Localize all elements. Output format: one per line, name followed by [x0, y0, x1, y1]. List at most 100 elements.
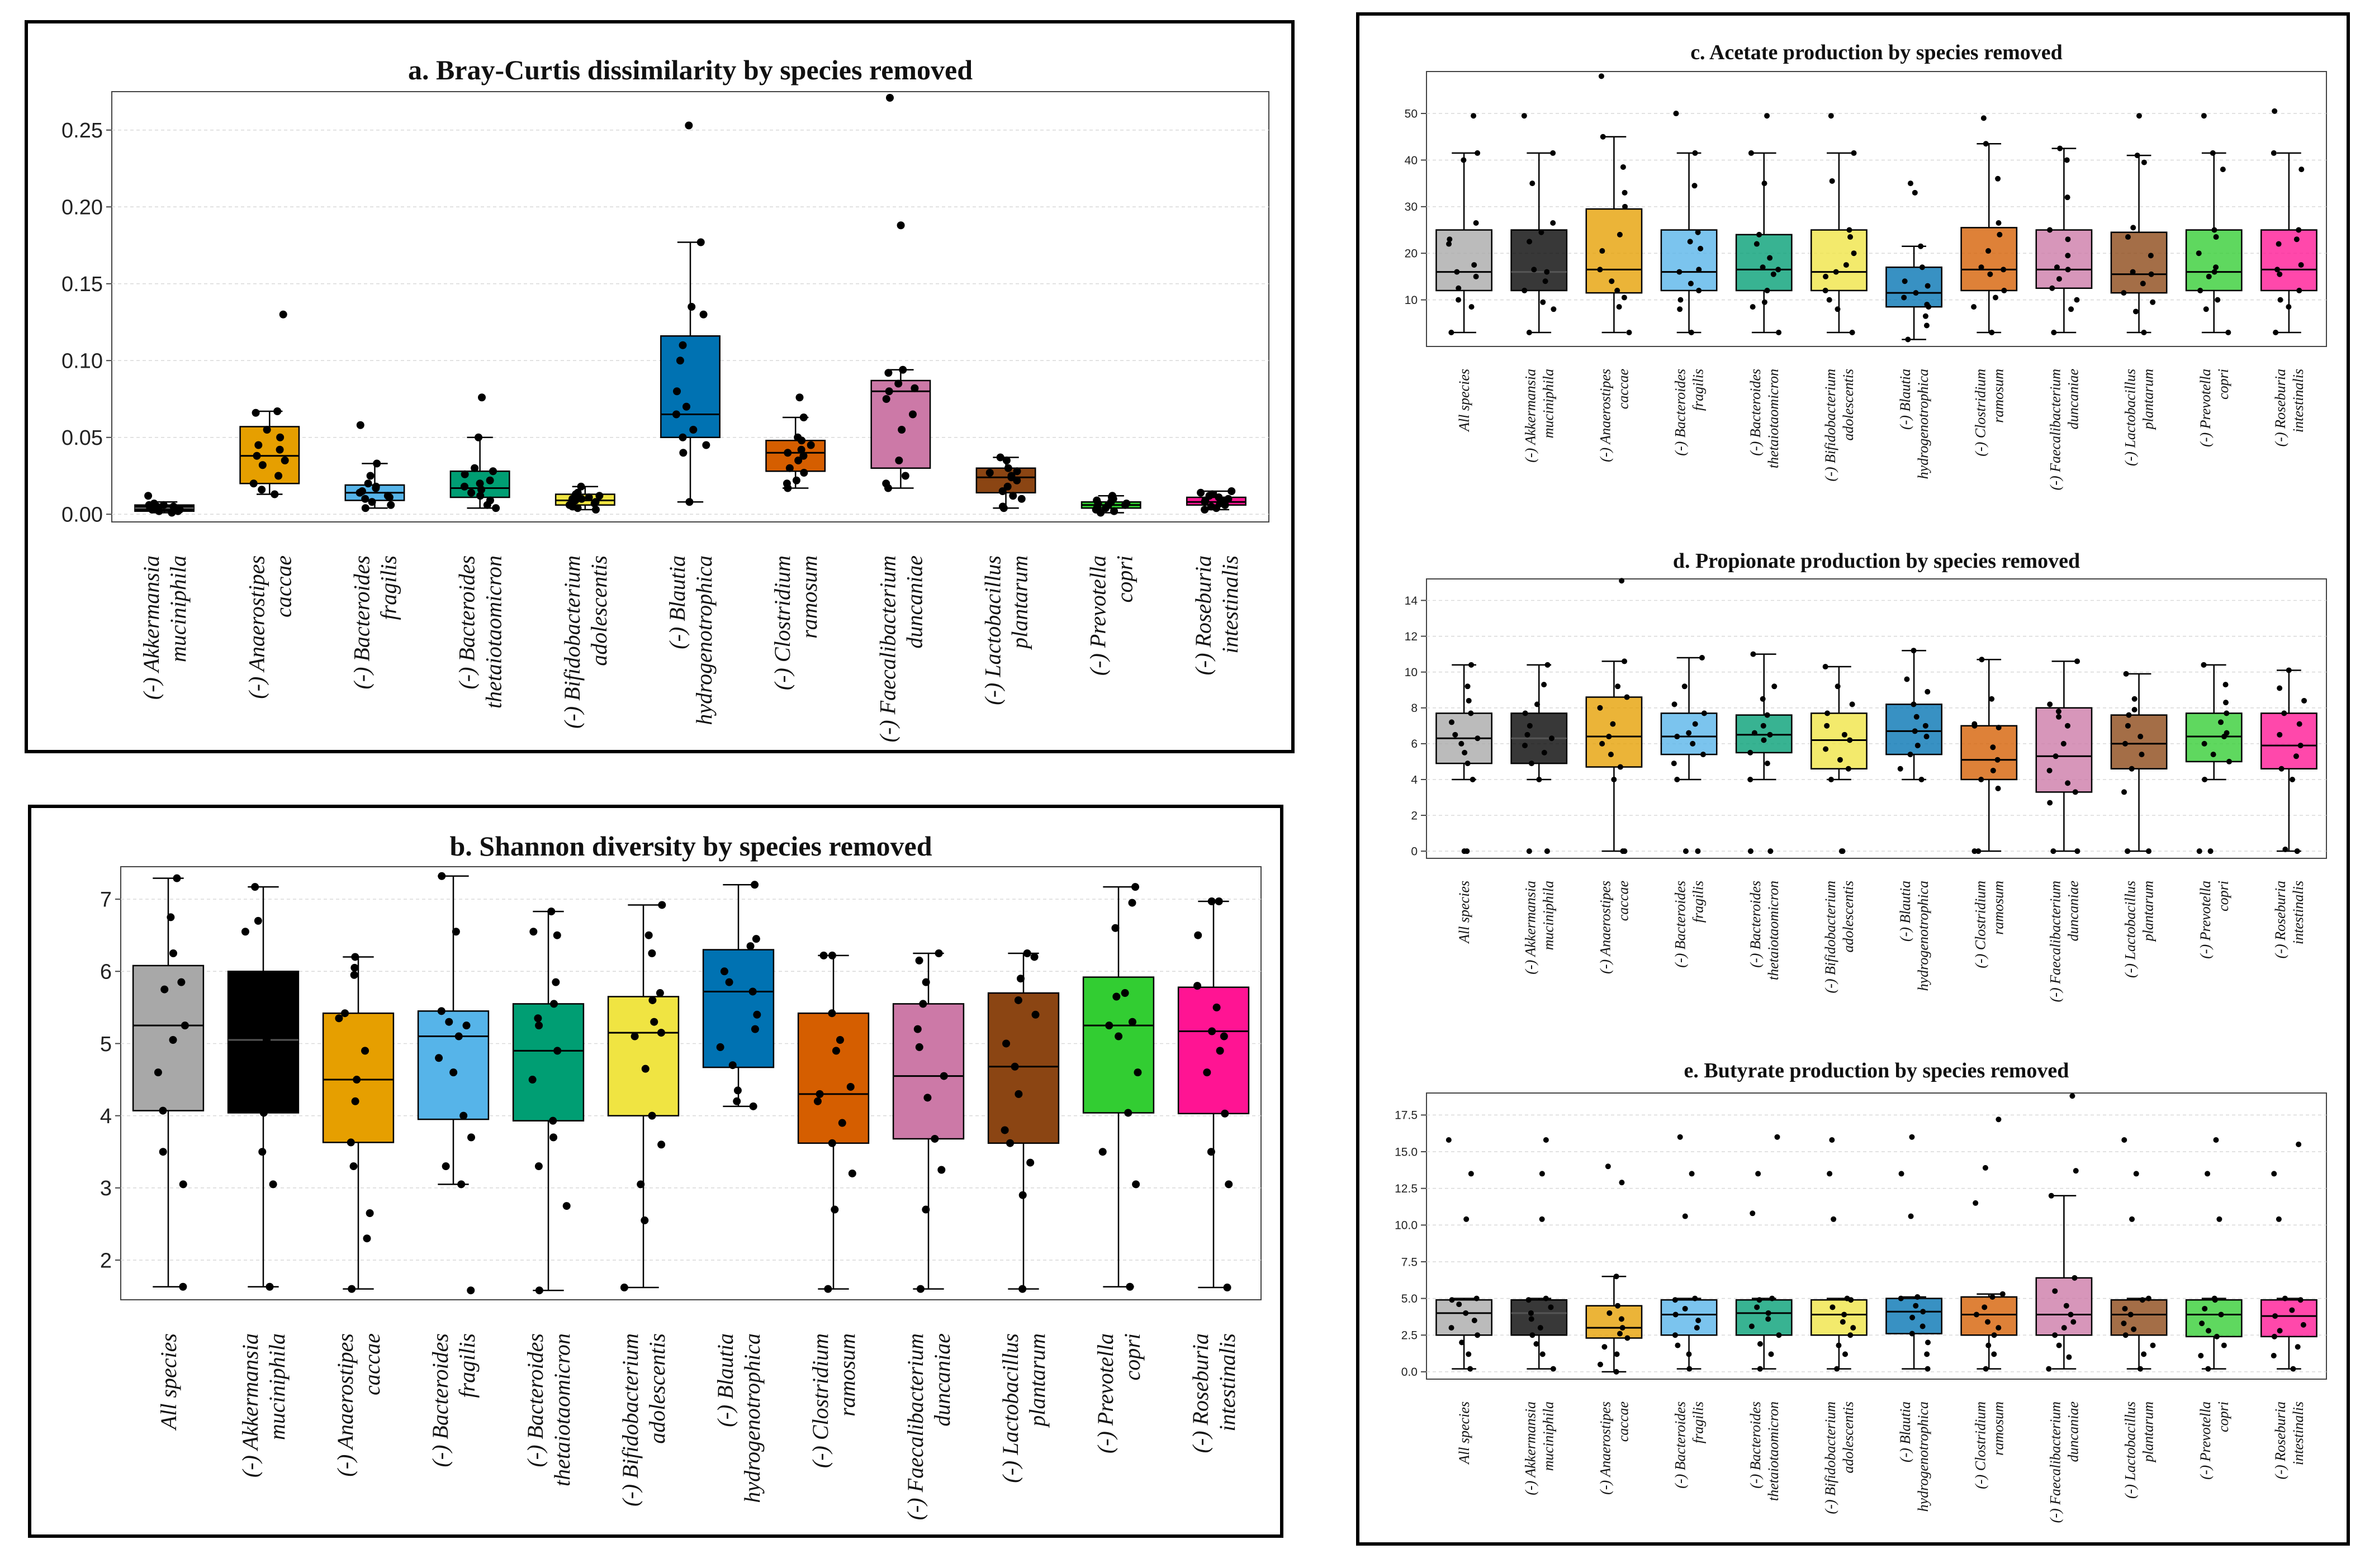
data-point	[746, 942, 755, 951]
data-point	[1018, 1191, 1027, 1199]
data-point	[1677, 1134, 1683, 1140]
category-label-line: (-) Faecalibacterium	[2048, 1401, 2064, 1523]
data-point	[1015, 1090, 1023, 1098]
category-label: (-) Roseburiaintestinalis	[1191, 555, 1243, 675]
data-point	[2074, 658, 2080, 664]
plot-area	[1426, 578, 2327, 859]
data-point	[1619, 1325, 1625, 1331]
category-label-line: (-) Blautia	[713, 1333, 738, 1427]
data-point	[2054, 264, 2060, 270]
data-point	[1843, 262, 1849, 268]
category-label-line: (-) Clostridium	[770, 555, 795, 690]
data-point	[672, 387, 681, 396]
data-point	[2224, 710, 2230, 716]
data-point	[1925, 688, 1931, 695]
data-point	[899, 365, 907, 374]
data-point	[1227, 487, 1236, 495]
data-point	[269, 1180, 277, 1189]
data-point	[1539, 1351, 1546, 1357]
data-point	[1911, 701, 1917, 707]
data-point	[2066, 1354, 2072, 1360]
data-point	[356, 421, 364, 429]
data-point	[273, 407, 282, 415]
y-tick-label: 0.0	[1401, 1366, 1418, 1379]
data-point	[2060, 740, 2067, 747]
panel-b: b. Shannon diversity by species removed 2…	[28, 805, 1283, 1538]
data-point	[807, 441, 815, 449]
data-point	[476, 479, 484, 488]
y-tick-label: 2	[100, 1249, 112, 1272]
box-iqr	[1735, 234, 1793, 292]
data-point	[1617, 764, 1623, 770]
panel-cde: c. Acetate production by species removed…	[1356, 12, 2350, 1546]
data-point	[1912, 728, 1918, 734]
data-point	[1834, 1366, 1840, 1372]
data-point	[366, 1209, 374, 1217]
data-point	[1212, 504, 1220, 512]
data-point	[1911, 648, 1917, 654]
box-5	[1735, 1298, 1793, 1370]
data-point	[2136, 113, 2142, 119]
category-label: All species	[1456, 881, 1472, 944]
data-point	[1216, 1047, 1224, 1055]
data-point	[259, 1109, 268, 1117]
data-point	[672, 410, 680, 419]
data-point	[263, 426, 271, 434]
data-point	[2131, 1326, 2137, 1332]
box-iqr	[1585, 696, 1643, 768]
category-label-line: duncaniae	[2065, 369, 2082, 429]
data-point	[1456, 1301, 1462, 1308]
data-point	[1699, 655, 1705, 661]
data-point	[641, 1065, 650, 1073]
data-point	[1212, 1003, 1221, 1011]
data-point	[2127, 1312, 2134, 1318]
data-point	[1551, 306, 1557, 312]
category-label-line: duncaniae	[2065, 1401, 2082, 1462]
data-point	[1534, 701, 1541, 707]
category-label-line: adolescentis	[1840, 369, 1856, 441]
data-point	[1767, 731, 1773, 738]
data-point	[1016, 975, 1025, 983]
data-point	[838, 1119, 846, 1127]
data-point	[1461, 848, 1467, 854]
data-point	[1526, 848, 1532, 854]
data-point	[274, 472, 283, 480]
data-point	[1920, 1309, 1926, 1315]
data-point	[173, 874, 181, 882]
data-point	[1675, 1342, 1681, 1348]
data-point	[1842, 1351, 1849, 1357]
data-point	[1686, 1366, 1693, 1372]
y-tick-label: 15.0	[1395, 1146, 1418, 1158]
data-point	[1473, 220, 1479, 226]
category-label-line: ramosum	[835, 1333, 860, 1417]
data-point	[144, 492, 153, 500]
data-point	[1701, 710, 1707, 716]
box-7	[1885, 245, 1942, 340]
box-11	[2185, 1298, 2243, 1370]
data-point	[1124, 1109, 1132, 1117]
data-point	[1750, 304, 1756, 310]
category-label-line: hydrogenotrophica	[1915, 369, 1931, 479]
category-label-line: (-) Lactobacillus	[2122, 881, 2139, 978]
data-point	[2211, 269, 2217, 275]
data-point	[2271, 1352, 2277, 1358]
data-point	[2047, 800, 2053, 806]
data-point	[1448, 329, 1454, 335]
box-iqr	[512, 1003, 585, 1122]
data-point	[1848, 1297, 1854, 1303]
data-point	[1764, 113, 1770, 119]
category-label-line: (-) Bifidobacterium	[560, 555, 585, 729]
data-point	[1470, 776, 1476, 782]
y-tick-label: 0.20	[61, 196, 103, 220]
category-label-line: (-) Lactobacillus	[980, 555, 1006, 705]
data-point	[276, 445, 284, 454]
data-point	[2282, 846, 2288, 852]
data-point	[895, 457, 903, 464]
data-point	[351, 953, 359, 961]
data-point	[1924, 1351, 1930, 1357]
data-point	[1764, 287, 1770, 293]
